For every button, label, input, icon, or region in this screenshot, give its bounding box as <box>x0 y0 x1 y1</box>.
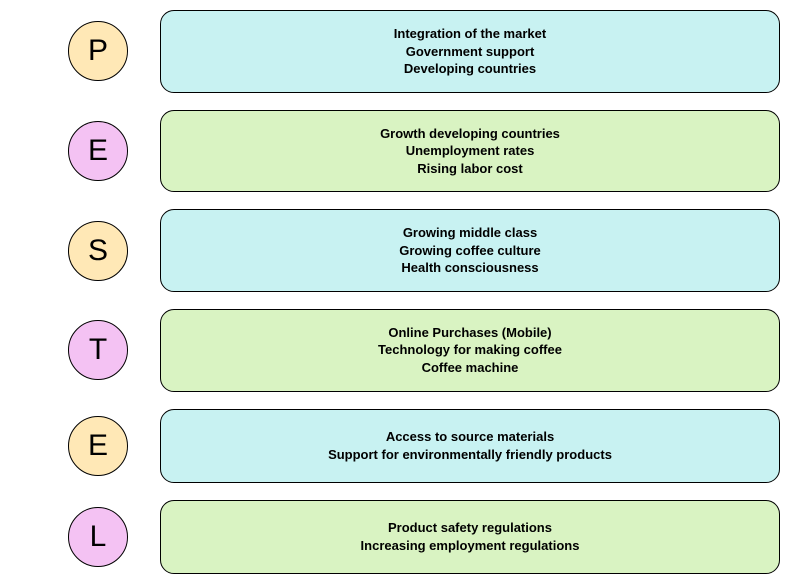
pestel-row: L Product safety regulationsIncreasing em… <box>20 500 780 574</box>
pestel-content-box: Product safety regulationsIncreasing emp… <box>160 500 780 574</box>
pestel-content-line: Technology for making coffee <box>378 341 562 359</box>
pestel-content-line: Support for environmentally friendly pro… <box>328 446 612 464</box>
pestel-letter-circle: E <box>68 121 128 181</box>
pestel-content-line: Access to source materials <box>386 428 554 446</box>
pestel-row: S Growing middle classGrowing coffee cult… <box>20 209 780 292</box>
pestel-letter-circle: T <box>68 320 128 380</box>
pestel-row: P Integration of the marketGovernment sup… <box>20 10 780 93</box>
pestel-content-line: Health consciousness <box>401 259 538 277</box>
pestel-letter-circle: P <box>68 21 128 81</box>
pestel-letter-circle: E <box>68 416 128 476</box>
pestel-content-line: Online Purchases (Mobile) <box>388 324 551 342</box>
pestel-content-line: Coffee machine <box>422 359 519 377</box>
pestel-content-box: Integration of the marketGovernment supp… <box>160 10 780 93</box>
pestel-content-line: Rising labor cost <box>417 160 522 178</box>
pestel-content-box: Online Purchases (Mobile)Technology for … <box>160 309 780 392</box>
pestel-content-line: Growing middle class <box>403 224 537 242</box>
pestel-letter-circle: S <box>68 221 128 281</box>
pestel-content-box: Growth developing countriesUnemployment … <box>160 110 780 193</box>
pestel-content-line: Growth developing countries <box>380 125 560 143</box>
pestel-row: E Access to source materialsSupport for e… <box>20 409 780 483</box>
pestel-letter-circle: L <box>68 507 128 567</box>
pestel-content-line: Developing countries <box>404 60 536 78</box>
pestel-content-line: Growing coffee culture <box>399 242 541 260</box>
pestel-content-line: Government support <box>406 43 535 61</box>
pestel-content-box: Access to source materialsSupport for en… <box>160 409 780 483</box>
pestel-row: T Online Purchases (Mobile)Technology for… <box>20 309 780 392</box>
pestel-diagram: P Integration of the marketGovernment sup… <box>20 10 780 574</box>
pestel-row: E Growth developing countriesUnemployment… <box>20 110 780 193</box>
pestel-content-line: Integration of the market <box>394 25 546 43</box>
pestel-content-line: Unemployment rates <box>406 142 535 160</box>
pestel-content-line: Increasing employment regulations <box>361 537 580 555</box>
pestel-content-line: Product safety regulations <box>388 519 552 537</box>
pestel-content-box: Growing middle classGrowing coffee cultu… <box>160 209 780 292</box>
